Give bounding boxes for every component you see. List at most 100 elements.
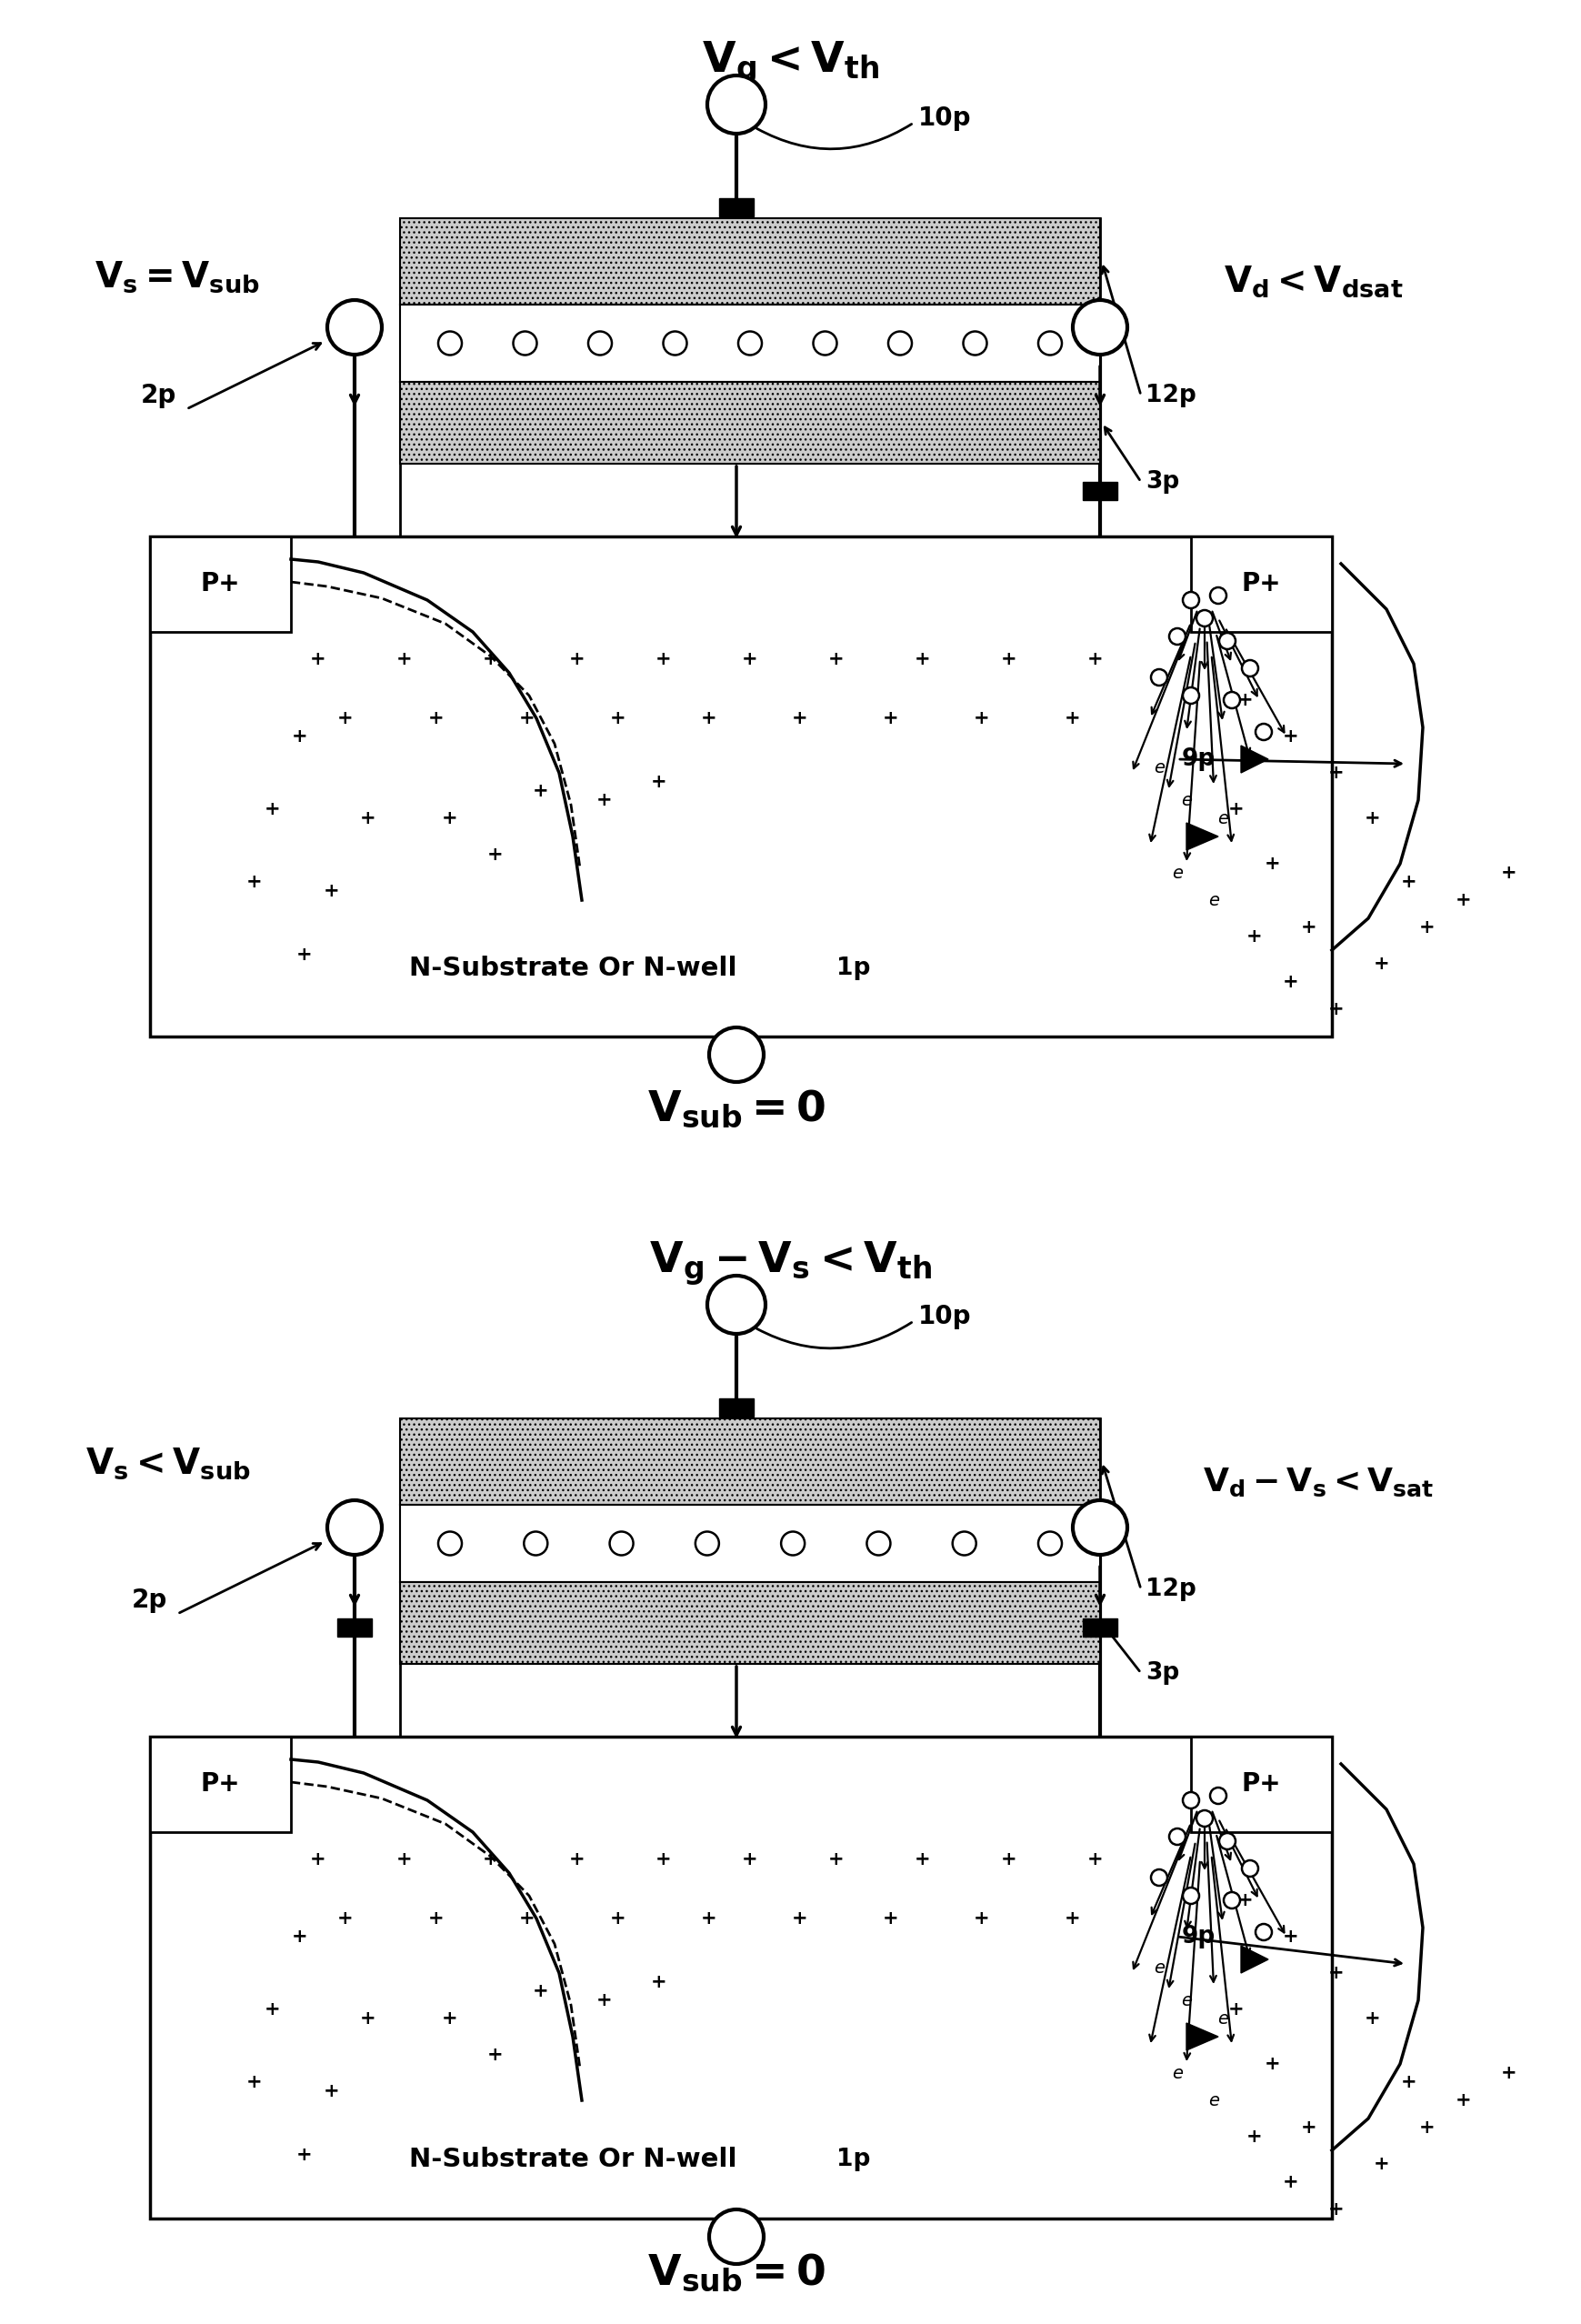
Text: +: + (428, 1910, 444, 1927)
Text: +: + (700, 1910, 716, 1927)
Text: +: + (610, 1910, 626, 1927)
Text: 12p: 12p (1145, 383, 1195, 407)
Text: +: + (482, 1850, 498, 1868)
Text: +: + (1418, 918, 1434, 937)
Bar (150, 537, 1331, 1037)
Circle shape (708, 2210, 764, 2264)
Text: $\mathbf{V_s = V_{sub}}$: $\mathbf{V_s = V_{sub}}$ (95, 260, 259, 295)
Text: +: + (310, 651, 326, 669)
Text: +: + (1328, 1964, 1344, 1982)
Text: 3p: 3p (1145, 1662, 1179, 1685)
Bar (400, 218, 1099, 304)
Text: +: + (1064, 709, 1080, 727)
Circle shape (1209, 1787, 1225, 1803)
Bar (1190, 1736, 1331, 1831)
Text: +: + (1282, 1927, 1298, 1945)
Circle shape (707, 1276, 765, 1334)
Text: 3p: 3p (1145, 469, 1179, 493)
Text: +: + (519, 709, 534, 727)
Bar (1081, 1618, 1116, 1636)
Circle shape (1195, 1810, 1213, 1827)
Text: +: + (1001, 1850, 1017, 1868)
Text: +: + (1246, 927, 1262, 946)
Text: +: + (247, 874, 262, 890)
Text: $\mathbf{V_d < V_{dsat}}$: $\mathbf{V_d < V_{dsat}}$ (1224, 265, 1402, 300)
Circle shape (696, 1532, 719, 1555)
Text: N-Substrate Or N-well: N-Substrate Or N-well (408, 955, 737, 981)
Circle shape (1241, 660, 1257, 676)
Text: +: + (1064, 1910, 1080, 1927)
Bar (719, 1399, 753, 1418)
Text: e: e (1217, 2010, 1227, 2027)
Bar (337, 1618, 372, 1636)
Text: +: + (324, 2082, 340, 2101)
Text: +: + (974, 709, 990, 727)
Text: +: + (428, 709, 444, 727)
Text: +: + (596, 790, 612, 809)
Text: +: + (487, 846, 503, 865)
Text: +: + (1418, 2119, 1434, 2136)
Circle shape (327, 300, 381, 356)
Text: 9p: 9p (1181, 748, 1216, 772)
Text: +: + (482, 651, 498, 669)
Circle shape (781, 1532, 805, 1555)
Circle shape (1209, 588, 1225, 604)
Text: +: + (324, 881, 340, 899)
Circle shape (866, 1532, 890, 1555)
Polygon shape (1240, 1945, 1268, 1973)
Text: $\mathbf{V_{sub} = 0}$: $\mathbf{V_{sub} = 0}$ (647, 2252, 825, 2294)
Text: +: + (1328, 999, 1344, 1018)
Text: P+: P+ (201, 1771, 240, 1796)
Text: +: + (1455, 2092, 1470, 2110)
Circle shape (662, 332, 686, 356)
Polygon shape (1240, 746, 1268, 774)
Text: +: + (1401, 874, 1417, 890)
Text: +: + (1282, 727, 1298, 746)
Text: +: + (1282, 2173, 1298, 2192)
Circle shape (1219, 632, 1235, 648)
Text: +: + (1328, 2201, 1344, 2219)
Text: +: + (914, 651, 930, 669)
Text: +: + (441, 809, 458, 827)
Circle shape (438, 1532, 462, 1555)
Bar (400, 381, 1099, 465)
Text: +: + (296, 946, 313, 964)
Text: 1p: 1p (836, 957, 870, 981)
Text: +: + (828, 651, 844, 669)
Text: +: + (1236, 1892, 1252, 1910)
Text: e: e (1172, 865, 1183, 881)
Text: e: e (1153, 1959, 1164, 1978)
Text: +: + (1500, 2064, 1516, 2082)
Text: +: + (914, 1850, 930, 1868)
Text: +: + (651, 1973, 667, 1992)
Circle shape (1183, 593, 1198, 609)
Circle shape (1224, 1892, 1240, 1908)
Text: 12p: 12p (1145, 1578, 1195, 1601)
Bar (400, 1418, 1099, 1504)
Text: +: + (569, 1850, 585, 1868)
Text: e: e (1208, 2092, 1219, 2108)
Text: +: + (296, 2145, 313, 2164)
Bar (150, 1736, 1331, 2219)
Text: +: + (441, 2010, 458, 2027)
Circle shape (738, 332, 762, 356)
Text: +: + (610, 709, 626, 727)
Text: +: + (292, 727, 308, 746)
Text: +: + (1372, 2154, 1390, 2173)
Circle shape (1168, 1829, 1184, 1845)
Text: N-Substrate Or N-well: N-Substrate Or N-well (408, 2147, 737, 2173)
Bar (1081, 481, 1116, 500)
Text: +: + (651, 774, 667, 790)
Text: e: e (1172, 2064, 1183, 2082)
Circle shape (1224, 693, 1240, 709)
Text: +: + (533, 1982, 549, 2001)
Text: e: e (1181, 792, 1190, 809)
Text: +: + (1265, 2054, 1281, 2073)
Text: +: + (1364, 2010, 1380, 2027)
Circle shape (813, 332, 836, 356)
Circle shape (327, 1501, 381, 1555)
Text: +: + (1328, 765, 1344, 781)
Circle shape (708, 1027, 764, 1083)
Text: +: + (292, 1927, 308, 1945)
Circle shape (1151, 1868, 1167, 1885)
